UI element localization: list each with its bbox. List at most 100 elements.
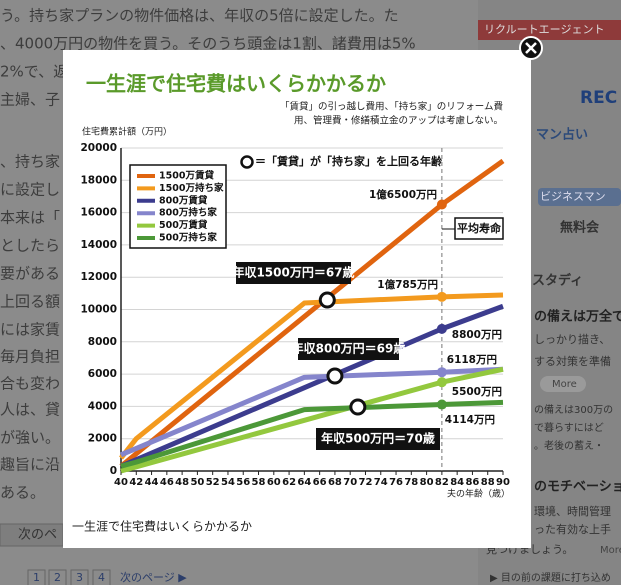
value-label: 1億785万円: [377, 278, 438, 291]
point-marker: [436, 399, 447, 410]
sidebar-text: ビジネスマン: [540, 190, 606, 203]
article-text: 毎月負担: [0, 348, 60, 366]
point-marker: [436, 323, 447, 334]
page-link[interactable]: 次のページ ▶: [120, 570, 187, 584]
x-tick-label: 56: [236, 477, 250, 488]
sidebar-text: のモチベーショ: [534, 480, 621, 495]
page-link[interactable]: 1: [33, 571, 40, 584]
sidebar-text: で暮らすにはど: [534, 421, 604, 434]
y-tick-label: 0: [110, 465, 117, 477]
article-text: に設定し: [0, 181, 60, 199]
x-tick-label: 82: [435, 477, 449, 488]
page-box: [48, 569, 67, 585]
sidebar-text: 。老後の蓄え・: [534, 439, 604, 452]
x-tick-label: 78: [404, 477, 418, 488]
reference-box: [454, 217, 504, 240]
page-link[interactable]: 4: [98, 571, 105, 584]
point-marker: [436, 199, 447, 210]
chart-note: 「賃貸」の引っ越し費用、「持ち家」のリフォーム費: [280, 101, 503, 113]
legend-label: 800万持ち家: [159, 207, 217, 219]
point-marker: [436, 367, 447, 378]
x-tick-label: 76: [389, 477, 403, 488]
more-button[interactable]: [540, 376, 586, 392]
point-marker: [436, 377, 447, 388]
x-tick-label: 58: [252, 477, 266, 488]
series-line: [119, 158, 505, 469]
x-tick-label: 42: [129, 477, 143, 488]
crossover-label: 年収500万円＝70歳: [321, 431, 435, 446]
crossover-label: 年収800万円＝69歳: [292, 341, 406, 356]
x-tick-label: 46: [160, 477, 174, 488]
y-tick-label: 2000: [88, 433, 117, 445]
series-line: [120, 366, 504, 458]
article-text: 要がある: [0, 265, 60, 283]
sidebar-text: しっかり描き、: [534, 332, 610, 346]
article-text: 合も変わ: [0, 375, 60, 393]
page-box: [70, 569, 89, 585]
x-tick-label: 44: [145, 477, 159, 488]
y-tick-label: 10000: [80, 304, 117, 316]
sidebar-text: 無料会: [560, 220, 600, 236]
article-text: が強い。: [0, 429, 60, 447]
page-box: [92, 569, 111, 585]
y-tick-label: 20000: [80, 142, 117, 154]
x-tick-label: 86: [465, 477, 479, 488]
crossover-key-marker: [240, 155, 254, 169]
legend-box: [129, 164, 227, 249]
y-tick-label: 4000: [88, 400, 117, 412]
lightbox-caption: 一生涯で住宅費はいくらかかるか: [72, 519, 252, 534]
legend-label: 800万賃貸: [159, 194, 208, 206]
next-button[interactable]: 次のペ: [18, 527, 57, 543]
y-tick-label: 14000: [80, 239, 117, 251]
article-text: ある。: [0, 484, 45, 502]
x-tick-label: 68: [328, 477, 342, 488]
series-line: [120, 366, 504, 474]
x-tick-label: 54: [221, 477, 235, 488]
sidebar-text: スタディ: [532, 273, 583, 289]
x-tick-label: 84: [450, 477, 464, 488]
value-label: 1億6500万円: [369, 188, 437, 201]
article-text: 人は、貸: [0, 401, 60, 419]
sidebar-text: More: [600, 545, 621, 556]
article-text: としたら: [0, 237, 60, 255]
x-tick-label: 88: [481, 477, 495, 488]
x-tick-label: 70: [343, 477, 357, 488]
y-tick-label: 18000: [80, 174, 117, 186]
sidebar-logo: REC: [580, 88, 617, 108]
value-label: 6118万円: [447, 354, 497, 366]
series-line: [120, 399, 504, 469]
sidebar-text: More: [552, 379, 577, 390]
sidebar-text: ▶ 目の前の課題に打ち込め: [490, 571, 611, 584]
series-line: [119, 292, 504, 460]
sidebar-text: った有効な上手: [534, 522, 611, 536]
page-link[interactable]: 2: [54, 571, 61, 584]
legend-label: 500万持ち家: [159, 232, 217, 244]
y-tick-label: 6000: [88, 368, 117, 380]
crossover-marker: [318, 291, 336, 309]
crossover-key: ＝「賃貸」が「持ち家」を上回る年齢: [255, 154, 443, 168]
value-label: 8800万円: [452, 329, 502, 341]
legend-label: 1500万持ち家: [159, 182, 224, 194]
sidebar-text: の備えは万全で: [534, 309, 621, 325]
y-tick-label: 16000: [80, 207, 117, 219]
value-label: 5500万円: [452, 386, 502, 398]
value-label: 4114万円: [445, 414, 495, 426]
legend-label: 500万賃貸: [159, 219, 208, 231]
page-link[interactable]: 3: [76, 571, 83, 584]
x-tick-label: 40: [114, 477, 128, 488]
article-text: 2%で、返: [0, 63, 68, 81]
close-icon[interactable]: [525, 42, 537, 54]
crossover-label-box: [236, 262, 351, 284]
sidebar-text: する対策を準備: [534, 354, 611, 368]
crossover-label-box: [316, 428, 440, 450]
x-tick-label: 74: [374, 477, 388, 488]
y-tick-label: 12000: [80, 271, 117, 283]
article-text: 上回る額: [0, 293, 60, 311]
page-box: [27, 569, 46, 585]
crossover-marker: [326, 367, 344, 385]
article-text: 趣旨に沿: [0, 456, 60, 474]
x-tick-label: 66: [313, 477, 327, 488]
article-text: 本来は「: [0, 209, 60, 227]
